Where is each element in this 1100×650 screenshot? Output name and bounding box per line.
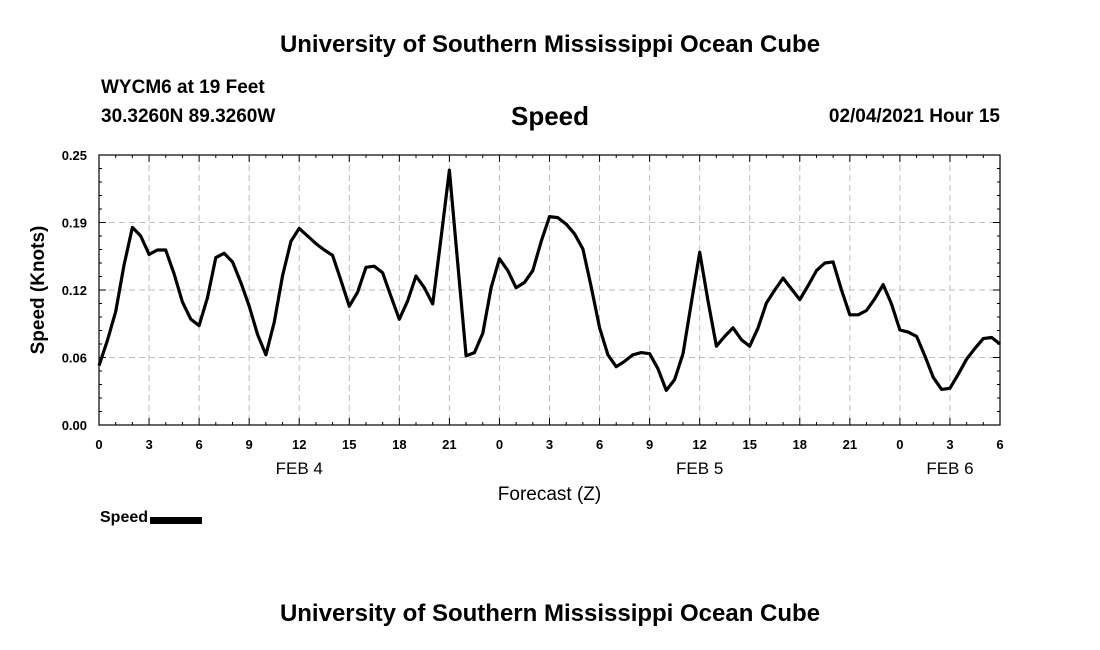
x-tick-label: 15 (342, 437, 356, 452)
date-label: FEB 6 (926, 459, 973, 478)
y-tick-label: 0.00 (62, 418, 87, 433)
x-tick-label: 9 (646, 437, 653, 452)
x-tick-label: 6 (596, 437, 603, 452)
plot-frame (98, 154, 1001, 426)
x-tick-label: 12 (692, 437, 706, 452)
date-label: FEB 4 (276, 459, 323, 478)
x-tick-label: 9 (246, 437, 253, 452)
chart-title-top: University of Southern Mississippi Ocean… (279, 31, 821, 58)
x-tick-label: 6 (996, 437, 1003, 452)
x-tick-label: 3 (946, 437, 953, 452)
x-tick-label: 18 (392, 437, 406, 452)
variable-title: Speed (510, 101, 590, 131)
y-axis-label: Speed (Knots) (28, 226, 49, 355)
y-tick-label: 0.12 (62, 283, 87, 298)
x-tick-label: 6 (195, 437, 202, 452)
date-label: FEB 5 (676, 459, 723, 478)
x-tick-label: 0 (95, 437, 102, 452)
series-line-speed (97, 168, 1001, 392)
chart-title-bottom: University of Southern Mississippi Ocean… (279, 600, 821, 627)
x-tick-label: 0 (896, 437, 903, 452)
x-tick-label: 21 (843, 437, 857, 452)
coordinates-label: 30.3260N 89.3260W (101, 106, 276, 127)
x-tick-label: 0 (496, 437, 503, 452)
y-tick-label: 0.25 (62, 148, 87, 163)
x-axis-label: Forecast (Z) (498, 484, 601, 505)
x-tick-label: 3 (546, 437, 553, 452)
x-tick-label: 18 (793, 437, 807, 452)
datetime-label: 02/04/2021 Hour 15 (828, 106, 1000, 127)
y-tick-label: 0.06 (62, 351, 87, 366)
legend-label: Speed (100, 509, 149, 526)
y-tick-label: 0.19 (62, 216, 87, 231)
x-tick-label: 12 (292, 437, 306, 452)
x-tick-label: 3 (145, 437, 152, 452)
x-tick-label: 15 (742, 437, 756, 452)
station-label: WYCM6 at 19 Feet (101, 77, 265, 98)
legend-swatch (150, 516, 203, 524)
x-tick-label: 21 (442, 437, 456, 452)
legend: Speed (100, 509, 203, 527)
